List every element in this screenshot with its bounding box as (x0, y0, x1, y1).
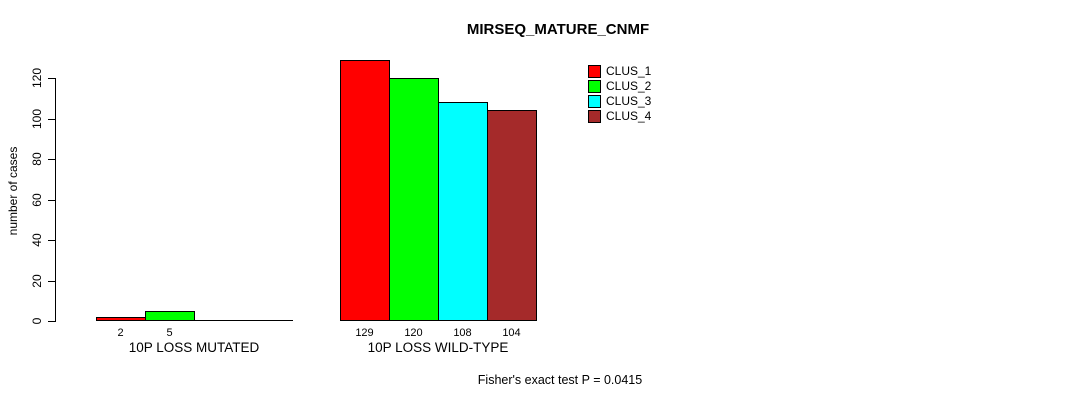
legend-swatch-clus-2 (588, 80, 601, 93)
legend-label: CLUS_4 (606, 109, 652, 123)
y-axis-label: number of cases (6, 146, 20, 236)
bar-clus-1-group-1 (96, 317, 146, 321)
bar-clus-3-group-2 (438, 102, 488, 321)
legend: CLUS_1 CLUS_2 CLUS_3 CLUS_4 (588, 64, 651, 124)
y-axis-tick (48, 159, 55, 160)
x-category-label: 10P LOSS MUTATED (128, 340, 260, 355)
y-axis-tick (48, 78, 55, 79)
bar-value-label: 129 (355, 327, 374, 339)
bar-value-label: 104 (502, 327, 521, 339)
y-axis-tick-label: 20 (30, 274, 44, 288)
y-axis-tick-label: 120 (30, 67, 44, 89)
bar-value-label: 5 (166, 327, 173, 339)
zero-bar-baseline-clus-3-group-1 (194, 320, 244, 321)
bar-value-label: 2 (117, 327, 124, 339)
bar-value-label: 108 (453, 327, 472, 339)
y-axis-tick (48, 321, 55, 322)
legend-swatch-clus-4 (588, 110, 601, 123)
y-axis-tick (48, 200, 55, 201)
bar-clus-2-group-1 (145, 311, 195, 321)
y-axis-tick (48, 240, 55, 241)
legend-swatch-clus-1 (588, 65, 601, 78)
legend-swatch-clus-3 (588, 95, 601, 108)
legend-item-clus-2: CLUS_2 (588, 79, 651, 94)
legend-item-clus-3: CLUS_3 (588, 94, 651, 109)
legend-label: CLUS_2 (606, 79, 652, 93)
y-axis-tick-label: 40 (30, 233, 44, 247)
bar-clus-1-group-2 (340, 60, 390, 321)
bar-value-label: 120 (404, 327, 423, 339)
legend-label: CLUS_3 (606, 94, 652, 108)
chart-title: MIRSEQ_MATURE_CNMF (466, 21, 650, 38)
y-axis-tick (48, 281, 55, 282)
x-category-label: 10P LOSS WILD-TYPE (367, 340, 509, 355)
bar-clus-2-group-2 (389, 78, 439, 321)
y-axis-tick-label: 100 (30, 108, 44, 130)
y-axis-tick-label: 60 (30, 193, 44, 207)
y-axis-tick (48, 119, 55, 120)
bar-clus-4-group-2 (487, 110, 537, 321)
y-axis-tick-label: 80 (30, 152, 44, 166)
zero-bar-baseline-clus-4-group-1 (243, 320, 293, 321)
y-axis-line (55, 78, 56, 322)
legend-item-clus-1: CLUS_1 (588, 64, 651, 79)
legend-label: CLUS_1 (606, 64, 652, 78)
y-axis-tick-label: 0 (30, 317, 44, 325)
legend-item-clus-4: CLUS_4 (588, 109, 651, 124)
fisher-test-annotation: Fisher's exact test P = 0.0415 (477, 373, 643, 387)
